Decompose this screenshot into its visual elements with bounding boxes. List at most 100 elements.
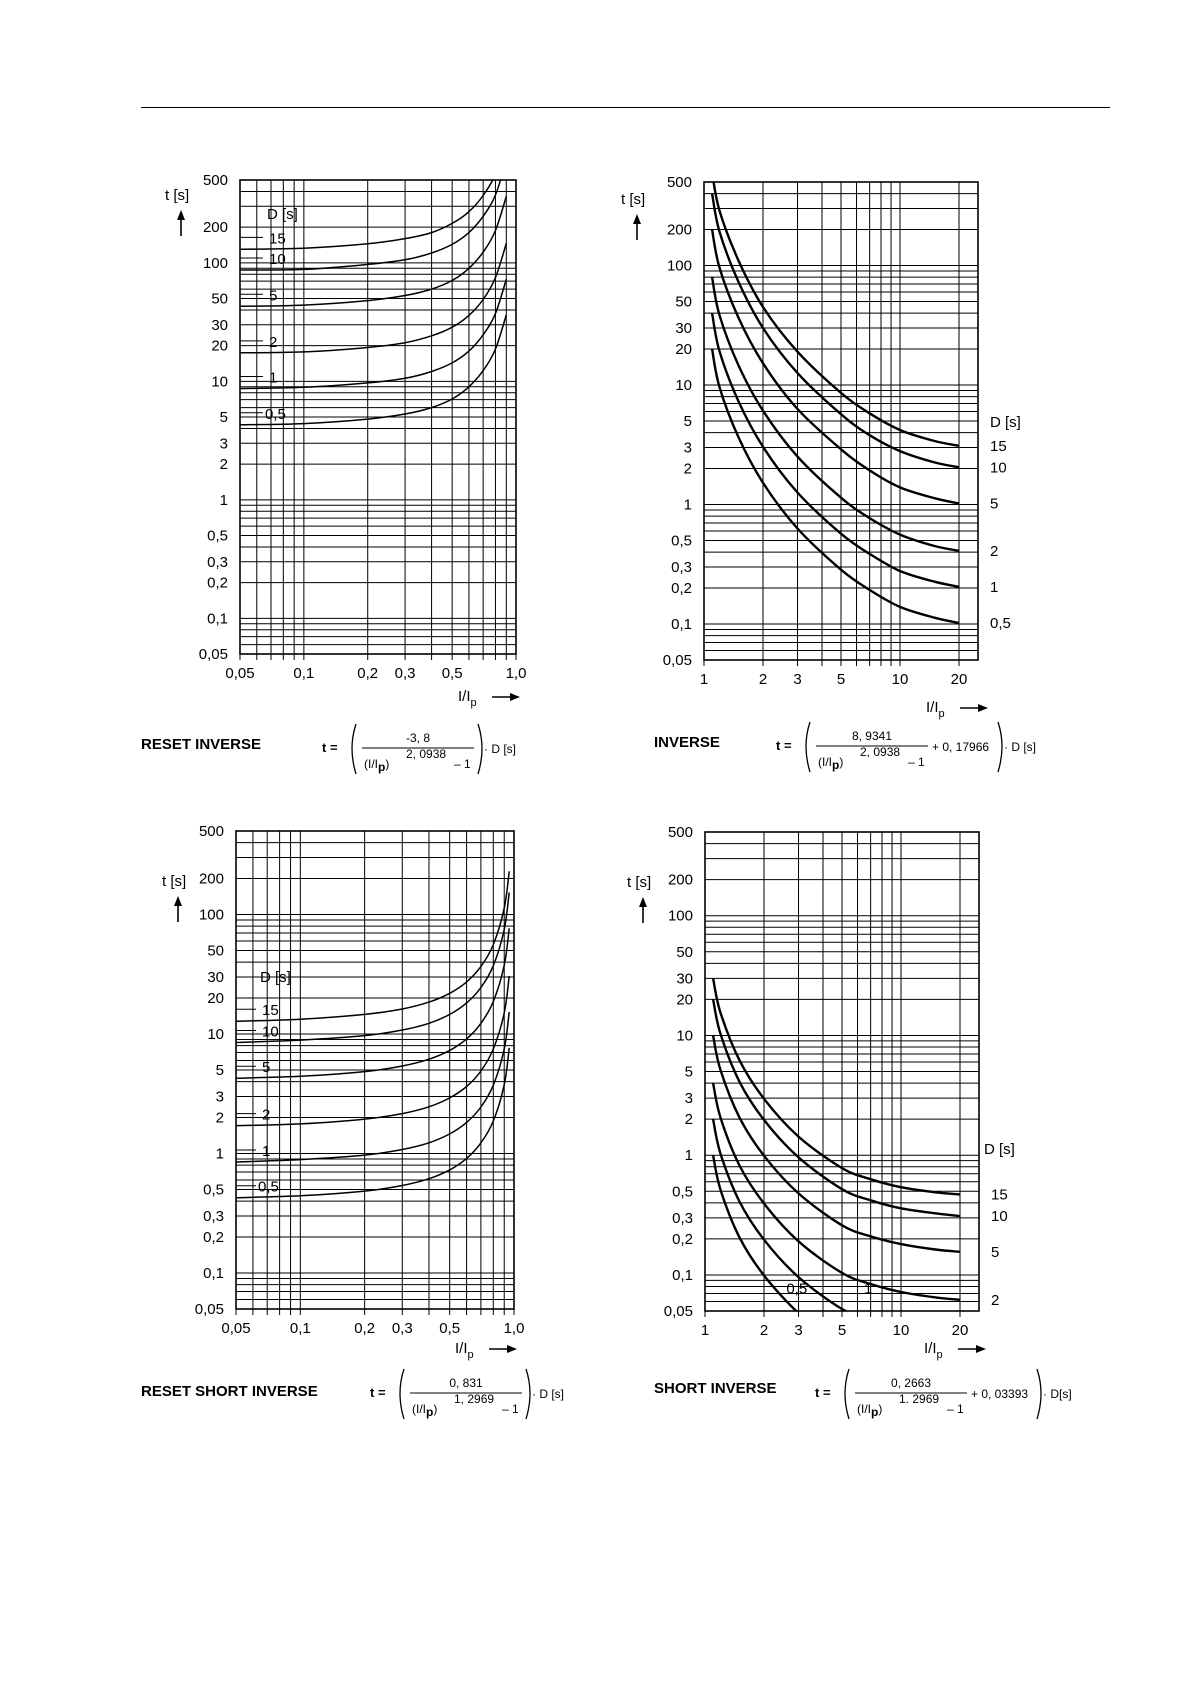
x-tick-label: 0,3: [395, 665, 416, 682]
x-tick-label: 0,3: [392, 1320, 413, 1337]
chart-2: 500 200 100 50 30 20 10 5 3 2 1 0,5 0,3 0,2 0,1 0,05 1 2 3…: [621, 174, 1036, 773]
formula-exponent: 2, 0938: [860, 745, 900, 759]
x-tick-label: 0,1: [290, 1320, 311, 1337]
x-tick-label: 0,5: [442, 665, 463, 682]
y-tick-label: 0,1: [671, 616, 692, 633]
y-tick-label: 0,05: [663, 652, 692, 669]
formula-denominator-close: ): [839, 755, 843, 769]
y-tick-label: 0,5: [207, 528, 228, 545]
y-tick-label: 200: [199, 871, 224, 888]
y-tick-label: 0,1: [672, 1267, 693, 1284]
formula-denominator-close: ): [385, 757, 389, 771]
x-axis-arrow-head: [507, 1345, 517, 1353]
x-axis-arrow-head: [510, 693, 520, 701]
x-tick-label: 0,05: [221, 1320, 250, 1337]
y-axis-label: t [s]: [162, 873, 186, 890]
x-tick-label: 10: [893, 1322, 910, 1339]
series-label: 2: [991, 1292, 999, 1309]
formula-denominator: (I/Ip): [857, 1402, 882, 1419]
y-tick-label: 20: [675, 341, 692, 358]
formula-bracket-left: [351, 723, 357, 775]
y-tick-label: 20: [211, 338, 228, 355]
x-tick-label: 0,2: [354, 1320, 375, 1337]
x-tick-label: 20: [952, 1322, 969, 1339]
legend-title: D [s]: [267, 206, 298, 223]
curves: [236, 871, 510, 1199]
formula-extra-term: + 0, 17966: [932, 740, 989, 754]
formula-denominator-sub: p: [871, 1405, 878, 1419]
y-tick-label: 10: [676, 1027, 693, 1044]
y-tick-label: 0,5: [203, 1182, 224, 1199]
y-tick-label: 500: [199, 823, 224, 840]
plot-frame: [235, 830, 515, 1310]
y-tick-label: 50: [676, 944, 693, 961]
grid: [705, 832, 979, 1311]
y-tick-label: 200: [667, 222, 692, 239]
formula: t = 0, 831 (I/Ip) 1, 2969 – 1 · D [s]: [370, 1368, 564, 1420]
formula-extra-term: + 0, 03393: [971, 1387, 1028, 1401]
series-label: 2: [262, 1107, 270, 1124]
y-tick-label: 0,5: [671, 533, 692, 550]
y-tick-label: 100: [203, 255, 228, 272]
series-5-line: [240, 196, 508, 308]
series-label: 5: [269, 287, 277, 304]
series-2-line: [236, 975, 510, 1127]
y-tick-label: 0,5: [672, 1183, 693, 1200]
x-tick-label: 0,05: [225, 665, 254, 682]
x-axis-label-sub: p: [468, 1349, 474, 1361]
chart-title: INVERSE: [654, 734, 720, 751]
y-tick-label: 100: [667, 258, 692, 275]
y-tick-label: 30: [676, 970, 693, 987]
series-15-line: [236, 871, 510, 1022]
formula-t: t =: [776, 738, 792, 753]
x-tick-label: 5: [838, 1322, 846, 1339]
y-tick-label: 5: [685, 1064, 693, 1081]
formula-minus-one: – 1: [502, 1402, 519, 1416]
x-tick-label: 1: [701, 1322, 709, 1339]
x-axis-label-sub: p: [937, 1349, 943, 1361]
y-tick-label: 0,3: [672, 1210, 693, 1227]
formula-bracket-left: [399, 1368, 405, 1420]
plot-frame: [239, 179, 517, 655]
formula-t: t =: [370, 1385, 386, 1400]
series-2-line: [710, 276, 960, 552]
series-label: 0,5: [265, 406, 286, 423]
legend-title: D [s]: [984, 1141, 1015, 1158]
x-tick-label: 20: [951, 671, 968, 688]
curves: [710, 182, 960, 625]
formula-denominator: (I/Ip): [818, 755, 843, 772]
series-label: 1: [990, 579, 998, 596]
y-tick-label: 50: [207, 943, 224, 960]
formula-denominator: (I/Ip): [412, 1402, 437, 1419]
series-label: 15: [262, 1002, 279, 1019]
series-1-line: [710, 312, 960, 588]
formula: t = -3, 8 (I/Ip) 2, 0938 – 1 · D [s]: [322, 723, 516, 775]
grid: [704, 182, 978, 660]
x-axis-label: I/Ip: [458, 688, 477, 709]
formula-denominator-close: ): [878, 1402, 882, 1416]
x-axis-label: I/Ip: [455, 1340, 474, 1361]
series-10-line: [710, 193, 960, 469]
y-tick-label: 30: [675, 320, 692, 337]
chart-title: SHORT INVERSE: [654, 1380, 777, 1397]
y-tick-label: 200: [203, 219, 228, 236]
formula-bracket-right: [997, 721, 1003, 773]
legend-title: D [s]: [260, 969, 291, 986]
formula-bracket-left: [805, 721, 811, 773]
series-5-line: [710, 229, 960, 505]
series-label: 15: [269, 230, 286, 247]
y-tick-label: 3: [684, 440, 692, 457]
series-label: 2: [990, 543, 998, 560]
y-axis-arrow-head: [174, 896, 182, 906]
y-tick-label: 3: [216, 1089, 224, 1106]
y-tick-label: 1: [685, 1147, 693, 1164]
series-15-line: [712, 182, 960, 447]
formula-minus-one: – 1: [947, 1402, 964, 1416]
formula-denominator-sub: p: [832, 758, 839, 772]
x-tick-label: 5: [837, 671, 845, 688]
y-tick-label: 2: [220, 456, 228, 473]
x-axis-label-sub: p: [471, 697, 477, 709]
formula-exponent: 1, 2969: [454, 1392, 494, 1406]
x-axis-arrow-head: [976, 1345, 986, 1353]
